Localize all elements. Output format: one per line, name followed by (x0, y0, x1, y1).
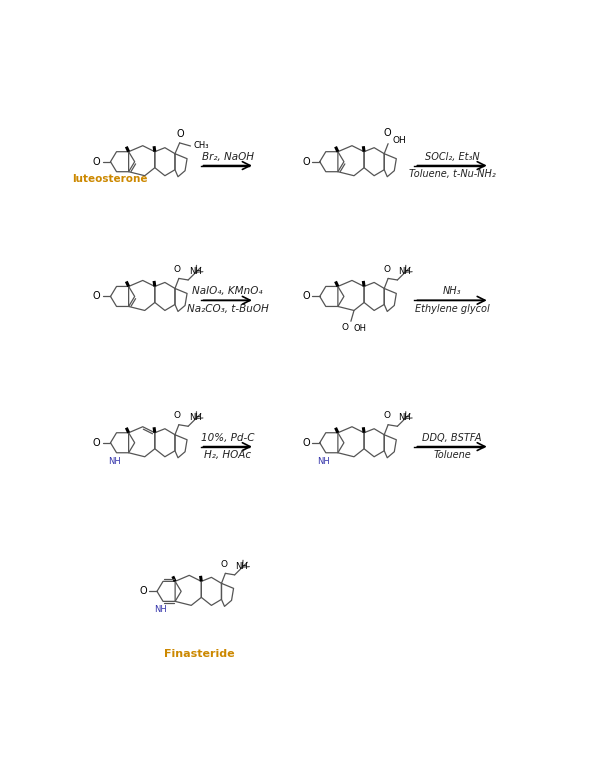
Text: O: O (139, 587, 147, 596)
Text: NaIO₄, KMnO₄: NaIO₄, KMnO₄ (193, 286, 263, 296)
Text: 10%, Pd-C: 10%, Pd-C (201, 433, 254, 443)
Text: CH₃: CH₃ (194, 141, 209, 149)
Text: NH: NH (398, 413, 411, 423)
Text: NH: NH (189, 267, 202, 276)
Text: Ethylene glycol: Ethylene glycol (415, 304, 490, 314)
Text: NH₃: NH₃ (443, 286, 461, 296)
Text: O: O (341, 323, 348, 332)
Text: O: O (383, 129, 391, 139)
Text: OH: OH (354, 324, 367, 333)
Text: O: O (302, 438, 310, 447)
Text: Na₂CO₃, t-BuOH: Na₂CO₃, t-BuOH (187, 304, 269, 314)
Text: NH: NH (317, 457, 330, 466)
Text: O: O (302, 157, 310, 166)
Text: Toluene, t-Nu-NH₂: Toluene, t-Nu-NH₂ (409, 169, 496, 179)
Text: Br₂, NaOH: Br₂, NaOH (202, 152, 254, 162)
Text: OH: OH (393, 136, 407, 145)
Text: NH: NH (235, 562, 248, 571)
Text: DDQ, BSTFA: DDQ, BSTFA (422, 433, 482, 443)
Text: luteosterone: luteosterone (73, 175, 148, 185)
Text: O: O (176, 129, 184, 139)
Text: O: O (93, 438, 100, 447)
Text: O: O (93, 292, 100, 301)
Text: NH: NH (108, 457, 121, 466)
Text: Toluene: Toluene (433, 450, 471, 460)
Text: O: O (174, 265, 181, 274)
Text: NH: NH (189, 413, 202, 423)
Text: O: O (302, 292, 310, 301)
Text: NH: NH (398, 267, 411, 276)
Text: H₂, HOAc: H₂, HOAc (204, 450, 251, 460)
Text: O: O (383, 265, 390, 274)
Text: O: O (220, 560, 227, 569)
Text: O: O (93, 157, 100, 166)
Text: NH: NH (154, 605, 167, 614)
Text: O: O (174, 411, 181, 420)
Text: O: O (383, 411, 390, 420)
Text: SOCl₂, Et₃N: SOCl₂, Et₃N (425, 152, 479, 162)
Text: Finasteride: Finasteride (164, 649, 235, 659)
